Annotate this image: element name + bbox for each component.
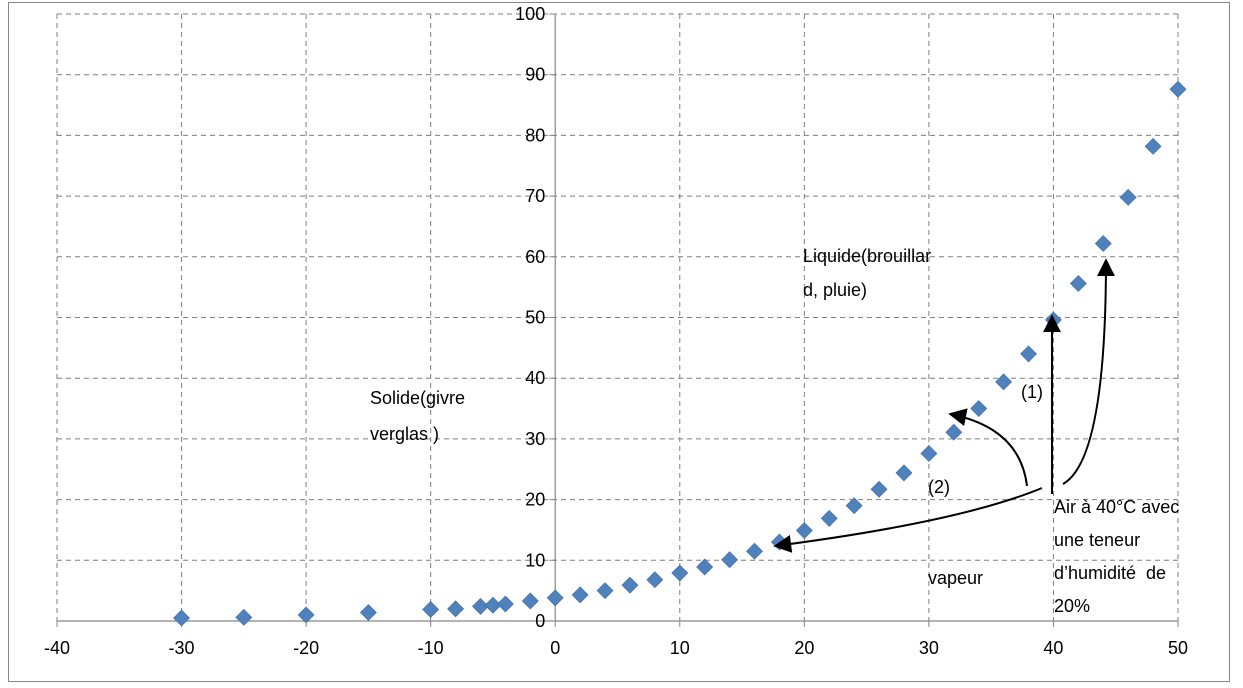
data-point: [596, 582, 614, 600]
data-point: [621, 576, 639, 594]
annotation-air: une teneur: [1054, 530, 1140, 550]
chart-frame: [8, 2, 1230, 682]
data-point: [995, 373, 1013, 391]
tick-labels: -40 -30 -20 -10 0 10 20 30 40 50 0 10 20 30 40 50 60 70 80…: [44, 4, 1188, 658]
y-tick-label: 70: [525, 186, 545, 206]
y-tick-label: 0: [535, 611, 545, 631]
annotations: Liquide(brouillar d, pluie) Solide(givre ve…: [370, 246, 1179, 616]
data-point: [571, 586, 589, 604]
annotation-label2: (2): [928, 477, 950, 497]
data-point: [870, 480, 888, 498]
data-point: [845, 497, 863, 515]
data-point: [297, 606, 315, 624]
data-point: [920, 445, 938, 462]
data-point: [173, 609, 190, 627]
annotation-vapeur: vapeur: [928, 568, 983, 588]
y-tick-label: 60: [525, 247, 545, 267]
y-tick-label: 90: [525, 65, 545, 85]
data-point: [359, 604, 377, 621]
data-point: [1169, 80, 1187, 98]
x-tick-label: 50: [1168, 638, 1188, 658]
arrows: [773, 258, 1115, 553]
data-point: [671, 564, 689, 582]
annotation-liquide: Liquide(brouillar: [803, 246, 931, 266]
data-point: [496, 595, 514, 613]
data-point: [795, 522, 813, 539]
data-point: [1144, 137, 1162, 155]
data-point: [1045, 311, 1062, 329]
x-tick-label: -20: [293, 638, 319, 658]
data-point: [895, 464, 913, 482]
annotation-solide: Solide(givre: [370, 388, 465, 408]
data-point: [484, 596, 502, 614]
data-point: [1094, 235, 1112, 252]
y-tick-label: 50: [525, 308, 545, 328]
x-tick-label: 20: [794, 638, 814, 658]
x-tick-label: -10: [418, 638, 444, 658]
arrow-liquide: [1062, 258, 1115, 485]
y-tick-label: 30: [525, 429, 545, 449]
data-point: [945, 423, 963, 441]
x-tick-label: 0: [550, 638, 560, 658]
x-tick-label: 10: [670, 638, 690, 658]
data-point: [521, 592, 539, 610]
data-point: [746, 542, 763, 560]
data-point: [721, 551, 739, 569]
data-point: [1119, 188, 1137, 206]
data-point: [770, 533, 788, 551]
data-point: [646, 571, 664, 589]
data-point: [235, 608, 253, 626]
arrow-vapeur: [773, 487, 1043, 553]
data-point: [472, 598, 489, 615]
data-points: [173, 80, 1187, 627]
x-tick-label: 30: [919, 638, 939, 658]
grid: [56, 13, 1179, 621]
y-tick-label: 20: [525, 490, 545, 510]
x-tick-label: 40: [1043, 638, 1063, 658]
arrow-2: [948, 408, 1028, 487]
axes: [56, 13, 1179, 627]
x-tick-label: -30: [169, 638, 195, 658]
data-point: [1069, 275, 1087, 292]
y-tick-label: 100: [515, 4, 545, 24]
annotation-air: Air à 40°C avec: [1054, 497, 1179, 517]
data-point: [1020, 345, 1037, 363]
annotation-air: d’humidité de: [1054, 563, 1166, 583]
data-point: [820, 509, 838, 527]
y-tick-label: 10: [525, 550, 545, 570]
annotation-air: 20%: [1054, 596, 1090, 616]
annotation-liquide: d, pluie): [803, 280, 867, 300]
annotation-label1: (1): [1021, 382, 1043, 402]
data-point: [696, 558, 714, 576]
y-tick-label: 80: [525, 125, 545, 145]
x-tick-label: -40: [44, 638, 70, 658]
data-point: [422, 601, 440, 618]
data-point: [447, 600, 465, 618]
data-point: [970, 400, 988, 417]
annotation-solide: verglas ): [370, 424, 439, 444]
data-point: [546, 589, 564, 607]
y-tick-label: 40: [525, 368, 545, 388]
